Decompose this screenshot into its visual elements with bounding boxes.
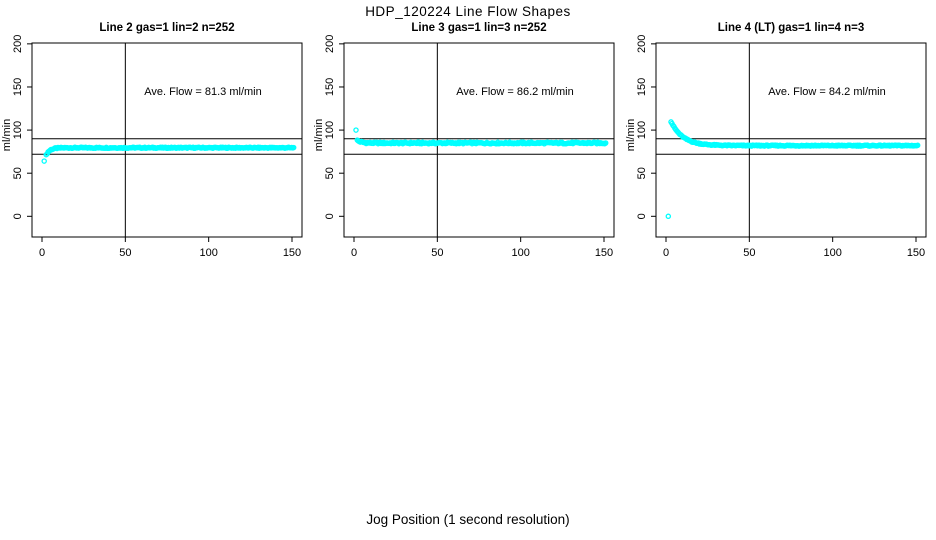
y-tick-label: 100 bbox=[636, 121, 648, 139]
y-axis: 0 50 100 150 200 bbox=[324, 35, 344, 219]
figure-x-axis-label: Jog Position (1 second resolution) bbox=[366, 512, 570, 527]
panel-title: Line 2 gas=1 lin=2 n=252 bbox=[99, 22, 234, 34]
plot-box bbox=[31, 42, 303, 238]
y-tick-label: 150 bbox=[636, 78, 648, 96]
y-tick-label: 0 bbox=[636, 213, 648, 219]
reference-lines bbox=[32, 43, 302, 237]
panel-line2-plot: Line 2 gas=1 lin=2 n=252 Ave. Flow = 81.… bbox=[1, 22, 303, 259]
data-points bbox=[41, 144, 297, 164]
x-tick-label: 50 bbox=[743, 247, 755, 259]
y-tick-label: 100 bbox=[12, 121, 24, 139]
x-tick-label: 0 bbox=[351, 247, 357, 259]
x-axis: 0 50 100 150 bbox=[39, 237, 301, 259]
plot-box bbox=[343, 42, 615, 238]
plot-box bbox=[655, 42, 927, 238]
x-axis: 0 50 100 150 bbox=[663, 237, 925, 259]
y-tick-label: 100 bbox=[324, 121, 336, 139]
outlier-point bbox=[41, 158, 47, 164]
x-tick-label: 150 bbox=[595, 247, 613, 259]
data-points bbox=[665, 119, 921, 220]
ave-flow-annotation: Ave. Flow = 86.2 ml/min bbox=[456, 86, 573, 98]
x-axis: 0 50 100 150 bbox=[351, 237, 613, 259]
panel-title: Line 4 (LT) gas=1 lin=4 n=3 bbox=[718, 22, 864, 34]
y-tick-label: 200 bbox=[12, 35, 24, 53]
x-tick-label: 100 bbox=[511, 247, 529, 259]
x-tick-label: 150 bbox=[283, 247, 301, 259]
panel-title: Line 3 gas=1 lin=3 n=252 bbox=[411, 22, 546, 34]
y-tick-label: 50 bbox=[636, 167, 648, 179]
panel-line2: Line 2 gas=1 lin=2 n=252 Ave. Flow = 81.… bbox=[0, 14, 312, 284]
y-tick-label: 0 bbox=[324, 213, 336, 219]
y-axis-label: ml/min bbox=[313, 119, 325, 151]
y-tick-label: 50 bbox=[12, 167, 24, 179]
ave-flow-annotation: Ave. Flow = 84.2 ml/min bbox=[768, 86, 885, 98]
y-axis: 0 50 100 150 200 bbox=[636, 35, 656, 219]
panel-line4: Line 4 (LT) gas=1 lin=4 n=3 Ave. Flow = … bbox=[624, 14, 936, 284]
y-tick-label: 0 bbox=[12, 213, 24, 219]
y-axis-label: ml/min bbox=[1, 119, 13, 151]
reference-lines bbox=[656, 43, 926, 237]
reference-lines bbox=[344, 43, 614, 237]
data-points bbox=[353, 127, 609, 147]
panel-line4-plot: Line 4 (LT) gas=1 lin=4 n=3 Ave. Flow = … bbox=[625, 22, 927, 259]
x-tick-label: 100 bbox=[199, 247, 217, 259]
ave-flow-annotation: Ave. Flow = 81.3 ml/min bbox=[144, 86, 261, 98]
outlier-point bbox=[353, 127, 359, 133]
x-tick-label: 0 bbox=[39, 247, 45, 259]
x-tick-label: 100 bbox=[823, 247, 841, 259]
y-tick-label: 150 bbox=[12, 78, 24, 96]
y-axis-label: ml/min bbox=[625, 119, 637, 151]
y-tick-label: 50 bbox=[324, 167, 336, 179]
figure-title: HDP_120224 Line Flow Shapes bbox=[365, 4, 571, 19]
panel-line3: Line 3 gas=1 lin=3 n=252 Ave. Flow = 86.… bbox=[312, 14, 624, 284]
x-tick-label: 50 bbox=[119, 247, 131, 259]
outlier-point bbox=[665, 213, 672, 220]
x-tick-label: 0 bbox=[663, 247, 669, 259]
y-axis: 0 50 100 150 200 bbox=[12, 35, 32, 219]
y-tick-label: 150 bbox=[324, 78, 336, 96]
x-tick-label: 50 bbox=[431, 247, 443, 259]
x-tick-label: 150 bbox=[907, 247, 925, 259]
y-tick-label: 200 bbox=[636, 35, 648, 53]
panel-line3-plot: Line 3 gas=1 lin=3 n=252 Ave. Flow = 86.… bbox=[313, 22, 615, 259]
y-tick-label: 200 bbox=[324, 35, 336, 53]
